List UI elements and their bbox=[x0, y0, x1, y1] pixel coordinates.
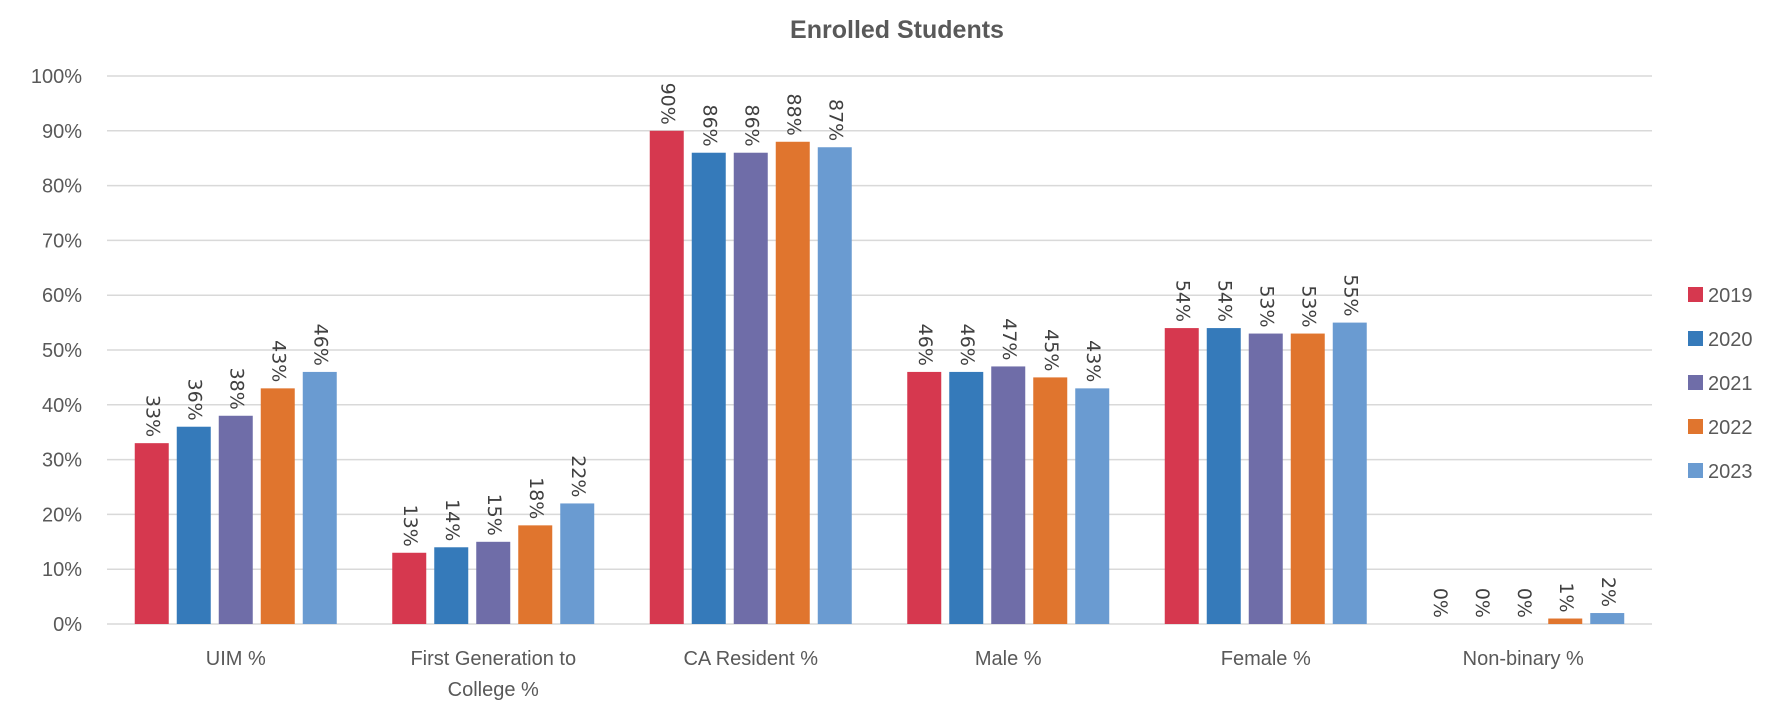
bar-2023 bbox=[302, 371, 337, 624]
bar-2019 bbox=[1164, 328, 1199, 624]
data-label: 47% bbox=[998, 318, 1020, 360]
x-tick-label: Male % bbox=[975, 648, 1042, 670]
legend-label-2021: 2021 bbox=[1708, 373, 1753, 395]
y-tick-label: 10% bbox=[42, 559, 82, 581]
bar-2020 bbox=[434, 547, 469, 624]
bar-2023 bbox=[1590, 613, 1625, 624]
data-label: 55% bbox=[1339, 274, 1361, 316]
bar-2022 bbox=[260, 388, 295, 624]
bar-2020 bbox=[176, 426, 211, 624]
bar-2023 bbox=[560, 503, 595, 624]
legend-swatch-2019 bbox=[1688, 287, 1703, 302]
y-tick-label: 90% bbox=[42, 121, 82, 143]
x-tick-label: UIM % bbox=[206, 648, 266, 670]
chart-title: Enrolled Students bbox=[790, 16, 1004, 44]
data-label: 46% bbox=[914, 324, 936, 366]
bars bbox=[134, 130, 1625, 625]
bar-2022 bbox=[775, 141, 810, 624]
data-label: 53% bbox=[1255, 285, 1277, 327]
data-label: 13% bbox=[399, 505, 421, 547]
legend-label-2019: 2019 bbox=[1708, 285, 1753, 307]
y-tick-label: 60% bbox=[42, 285, 82, 307]
bar-2021 bbox=[476, 541, 511, 624]
bar-2021 bbox=[218, 415, 253, 624]
legend-label-2023: 2023 bbox=[1708, 461, 1753, 483]
bar-2019 bbox=[392, 552, 427, 624]
bar-2022 bbox=[1290, 333, 1325, 624]
bar-2023 bbox=[817, 147, 852, 625]
bar-2021 bbox=[991, 366, 1026, 624]
bar-2023 bbox=[1075, 388, 1110, 624]
legend-swatch-2022 bbox=[1688, 419, 1703, 434]
x-axis-ticks: UIM % First Generation to College % CA Resi… bbox=[206, 648, 1584, 701]
data-label: 0% bbox=[1429, 588, 1451, 618]
data-label: 88% bbox=[782, 94, 804, 136]
x-tick-label: First Generation to bbox=[410, 648, 576, 670]
bar-2023 bbox=[1332, 322, 1367, 624]
data-label: 46% bbox=[956, 324, 978, 366]
data-label: 0% bbox=[1513, 588, 1535, 618]
x-tick-label: Non-binary % bbox=[1463, 648, 1584, 670]
y-tick-label: 100% bbox=[31, 66, 82, 88]
y-tick-label: 70% bbox=[42, 230, 82, 252]
y-tick-label: 50% bbox=[42, 340, 82, 362]
data-label: 33% bbox=[141, 395, 163, 437]
bar-2021 bbox=[1248, 333, 1283, 624]
data-label: 0% bbox=[1471, 588, 1493, 618]
legend-swatch-2021 bbox=[1688, 375, 1703, 390]
data-label: 15% bbox=[483, 494, 505, 536]
bar-2022 bbox=[518, 525, 553, 624]
y-tick-label: 80% bbox=[42, 176, 82, 198]
bar-2021 bbox=[733, 152, 768, 624]
bar-2020 bbox=[691, 152, 726, 624]
data-label: 46% bbox=[309, 324, 331, 366]
bar-2019 bbox=[134, 443, 169, 624]
bar-2020 bbox=[949, 371, 984, 624]
y-axis-ticks: 0% 10% 20% 30% 40% 50% 60% 70% 80% 90% 100% bbox=[31, 66, 82, 636]
x-tick-label: Female % bbox=[1221, 648, 1311, 670]
bar-2020 bbox=[1206, 328, 1241, 624]
legend-swatch-2020 bbox=[1688, 331, 1703, 346]
data-label: 53% bbox=[1297, 285, 1319, 327]
data-label: 45% bbox=[1040, 329, 1062, 371]
data-label: 86% bbox=[698, 104, 720, 146]
bar-2022 bbox=[1548, 618, 1583, 624]
data-label: 86% bbox=[740, 104, 762, 146]
x-tick-label: College % bbox=[448, 679, 539, 701]
data-label: 54% bbox=[1171, 280, 1193, 322]
x-tick-label: CA Resident % bbox=[683, 648, 818, 670]
data-label: 14% bbox=[441, 499, 463, 541]
data-label: 1% bbox=[1555, 582, 1577, 612]
data-label: 54% bbox=[1213, 280, 1235, 322]
data-label: 18% bbox=[525, 477, 547, 519]
legend-label-2022: 2022 bbox=[1708, 417, 1753, 439]
legend-label-2020: 2020 bbox=[1708, 329, 1753, 351]
y-tick-label: 40% bbox=[42, 395, 82, 417]
data-label: 36% bbox=[183, 378, 205, 420]
y-tick-label: 0% bbox=[53, 614, 82, 636]
data-label: 2% bbox=[1597, 577, 1619, 607]
gridlines bbox=[107, 75, 1652, 625]
bar-2019 bbox=[649, 130, 684, 625]
data-label: 43% bbox=[267, 340, 289, 382]
data-labels: 33% 36% 38% 43% 46% 13% 14% 15% 18% 22% 90% 86% 86% 8… bbox=[141, 83, 1619, 618]
legend: 2019 2020 2021 2022 2023 bbox=[1688, 285, 1753, 483]
y-tick-label: 20% bbox=[42, 504, 82, 526]
data-label: 90% bbox=[656, 83, 678, 125]
data-label: 43% bbox=[1082, 340, 1104, 382]
bar-2022 bbox=[1033, 377, 1068, 624]
bar-2019 bbox=[907, 371, 942, 624]
legend-swatch-2023 bbox=[1688, 463, 1703, 478]
y-tick-label: 30% bbox=[42, 450, 82, 472]
data-label: 38% bbox=[225, 368, 247, 410]
data-label: 87% bbox=[824, 99, 846, 141]
data-label: 22% bbox=[567, 455, 589, 497]
